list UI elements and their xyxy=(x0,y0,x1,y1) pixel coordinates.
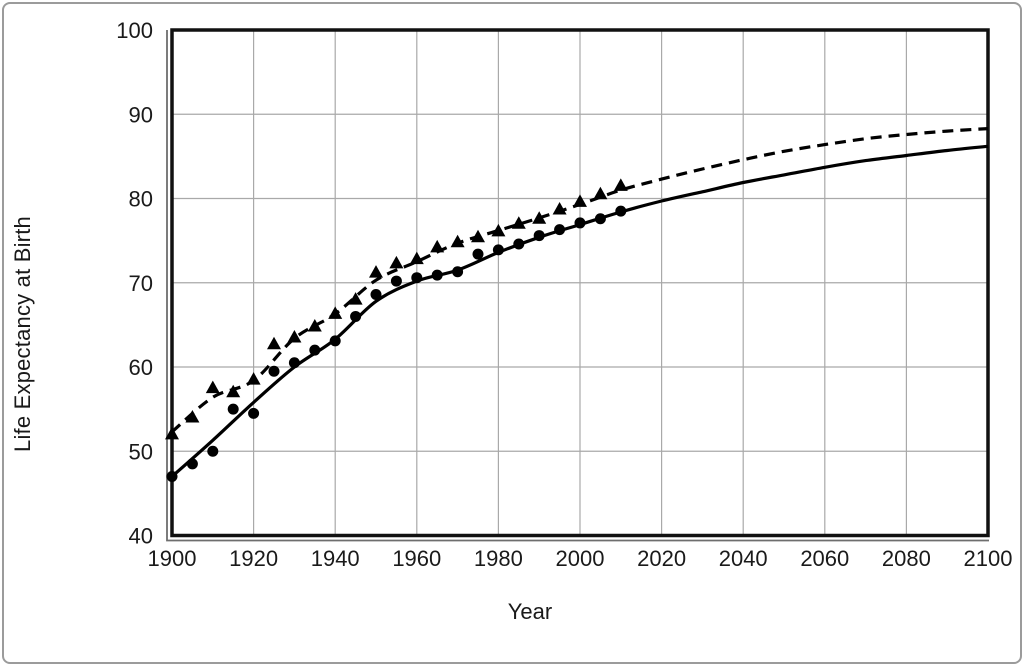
data-point-triangle xyxy=(267,336,281,350)
data-point-circle xyxy=(186,458,198,470)
data-point-triangle xyxy=(430,239,445,253)
data-point-triangle xyxy=(185,410,200,423)
plot-border-shadow xyxy=(166,30,989,542)
x-tick-label: 2080 xyxy=(882,546,931,571)
data-point-circle xyxy=(248,407,260,419)
x-axis-title: Year xyxy=(507,599,553,624)
data-point-circle xyxy=(533,230,545,242)
data-point-circle xyxy=(513,238,525,250)
y-tick-label: 80 xyxy=(129,187,153,212)
data-point-triangle xyxy=(491,223,506,237)
x-tick-label: 2000 xyxy=(556,546,605,571)
data-point-circle xyxy=(411,272,423,284)
data-point-circle xyxy=(268,365,280,377)
y-tick-label: 100 xyxy=(116,18,153,43)
y-tick-label: 90 xyxy=(129,102,153,127)
data-point-circle xyxy=(554,224,566,236)
data-point-triangle xyxy=(450,234,465,248)
data-point-triangle xyxy=(165,426,179,440)
data-point-triangle xyxy=(532,211,547,224)
x-tick-label: 2040 xyxy=(719,546,768,571)
data-point-circle xyxy=(574,217,586,229)
data-point-circle xyxy=(329,335,341,347)
data-point-circle xyxy=(350,310,362,322)
data-point-triangle xyxy=(348,292,363,305)
data-point-circle xyxy=(370,289,382,301)
data-point-triangle xyxy=(593,186,608,200)
data-point-triangle xyxy=(389,255,404,269)
data-point-triangle xyxy=(328,306,343,319)
y-tick-label: 60 xyxy=(129,355,153,380)
data-point-triangle xyxy=(226,384,241,398)
data-point-triangle xyxy=(287,330,302,343)
data-point-circle xyxy=(594,213,606,225)
data-point-triangle xyxy=(369,265,383,278)
x-tick-label: 1900 xyxy=(148,546,197,571)
data-point-circle xyxy=(431,269,443,281)
data-point-circle xyxy=(227,403,239,415)
data-point-triangle xyxy=(307,319,322,332)
data-point-circle xyxy=(309,344,321,356)
plot-border xyxy=(170,28,990,538)
y-tick-label: 50 xyxy=(129,439,153,464)
y-tick-label: 70 xyxy=(129,271,153,296)
data-point-circle xyxy=(207,445,219,457)
y-tick-label: 40 xyxy=(129,524,153,549)
x-tick-label: 1960 xyxy=(392,546,441,571)
data-point-triangle xyxy=(205,380,220,394)
data-point-circle xyxy=(390,275,402,287)
data-point-circle xyxy=(472,248,484,260)
data-point-circle xyxy=(288,357,300,369)
data-point-triangle xyxy=(613,178,628,191)
data-point-triangle xyxy=(552,201,567,215)
data-point-circle xyxy=(452,266,464,278)
x-tick-label: 1980 xyxy=(474,546,523,571)
data-point-triangle xyxy=(409,251,424,265)
data-point-triangle xyxy=(573,194,587,207)
data-point-circle xyxy=(166,471,178,483)
x-tick-label: 1940 xyxy=(311,546,360,571)
x-tick-label: 1920 xyxy=(229,546,278,571)
data-point-circle xyxy=(615,205,627,217)
x-tick-label: 2020 xyxy=(637,546,686,571)
data-point-triangle xyxy=(471,229,485,243)
data-point-triangle xyxy=(246,372,261,385)
y-axis-title: Life Expectancy at Birth xyxy=(10,216,35,452)
x-tick-label: 2100 xyxy=(964,546,1013,571)
data-point-circle xyxy=(492,244,504,256)
data-point-triangle xyxy=(511,216,526,229)
x-tick-label: 2060 xyxy=(800,546,849,571)
